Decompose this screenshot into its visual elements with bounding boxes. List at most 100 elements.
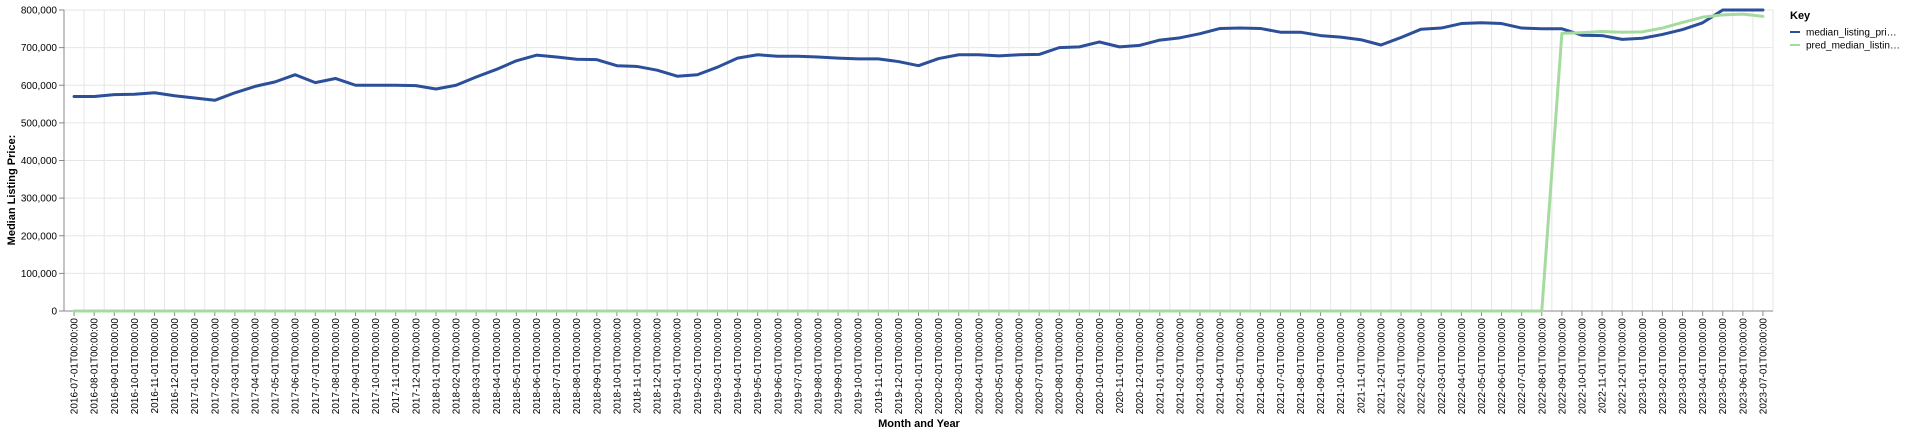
x-tick-label: 2021-02-01T00:00:00	[1175, 318, 1186, 415]
y-tick-label: 100,000	[21, 269, 58, 280]
x-tick-label: 2017-10-01T00:00:00	[371, 318, 382, 415]
grid	[63, 9, 1774, 312]
x-tick-label: 2019-08-01T00:00:00	[813, 318, 824, 415]
x-tick-label: 2017-08-01T00:00:00	[331, 318, 342, 415]
y-axis-title: Median Listing Price:	[6, 135, 18, 246]
x-tick-label: 2021-10-01T00:00:00	[1336, 318, 1347, 415]
x-tick-label: 2020-03-01T00:00:00	[954, 318, 965, 415]
x-tick-label: 2017-07-01T00:00:00	[311, 318, 322, 415]
x-tick-label: 2021-07-01T00:00:00	[1276, 318, 1287, 415]
x-tick-label: 2019-06-01T00:00:00	[773, 318, 784, 415]
y-tick-label: 800,000	[21, 6, 58, 17]
x-tick-label: 2021-11-01T00:00:00	[1356, 318, 1367, 414]
x-tick-label: 2022-09-01T00:00:00	[1557, 318, 1568, 415]
x-tick-label: 2018-12-01T00:00:00	[653, 318, 664, 415]
x-tick-label: 2019-11-01T00:00:00	[874, 318, 885, 414]
x-tick-label: 2021-12-01T00:00:00	[1376, 318, 1387, 415]
y-tick-label: 700,000	[21, 43, 58, 54]
x-tick-label: 2019-12-01T00:00:00	[894, 318, 905, 415]
x-tick-label: 2016-10-01T00:00:00	[130, 318, 141, 415]
x-tick-label: 2018-07-01T00:00:00	[552, 318, 563, 415]
x-tick-label: 2019-07-01T00:00:00	[793, 318, 804, 415]
x-tick-label: 2016-09-01T00:00:00	[110, 318, 121, 415]
y-tick-label: 600,000	[21, 81, 58, 92]
x-tick-label: 2021-05-01T00:00:00	[1236, 318, 1247, 415]
x-tick-label: 2022-10-01T00:00:00	[1577, 318, 1588, 415]
y-tick-label: 500,000	[21, 118, 58, 129]
x-tick-label: 2022-08-01T00:00:00	[1537, 318, 1548, 415]
x-tick-label: 2022-04-01T00:00:00	[1457, 318, 1468, 415]
x-tick-label: 2018-08-01T00:00:00	[572, 318, 583, 415]
x-tick-label: 2017-05-01T00:00:00	[271, 318, 282, 415]
x-tick-label: 2017-09-01T00:00:00	[351, 318, 362, 415]
x-tick-label: 2017-01-01T00:00:00	[190, 318, 201, 415]
legend: Key median_listing_pri… pred_median_listi…	[1790, 10, 1900, 52]
x-tick-label: 2023-01-01T00:00:00	[1638, 318, 1649, 415]
x-tick-label: 2016-08-01T00:00:00	[90, 318, 101, 415]
x-tick-label: 2017-03-01T00:00:00	[230, 318, 241, 415]
x-tick-label: 2018-11-01T00:00:00	[633, 318, 644, 414]
x-tick-label: 2022-01-01T00:00:00	[1397, 318, 1408, 415]
x-tick-label: 2019-01-01T00:00:00	[673, 318, 684, 415]
x-tick-label: 2017-04-01T00:00:00	[251, 318, 262, 415]
x-tick-label: 2022-02-01T00:00:00	[1417, 318, 1428, 415]
x-tick-label: 2022-11-01T00:00:00	[1598, 318, 1609, 414]
x-tick-label: 2018-10-01T00:00:00	[612, 318, 623, 415]
y-tick-label: 0	[51, 307, 57, 318]
x-axis-title: Month and Year	[878, 418, 960, 430]
x-tick-label: 2019-09-01T00:00:00	[834, 318, 845, 415]
x-tick-label: 2018-09-01T00:00:00	[592, 318, 603, 415]
x-tick-label: 2018-04-01T00:00:00	[492, 318, 503, 415]
x-tick-label: 2023-07-01T00:00:00	[1758, 318, 1769, 415]
x-tick-label: 2019-03-01T00:00:00	[713, 318, 724, 415]
x-tick-label: 2017-02-01T00:00:00	[210, 318, 221, 415]
x-tick-label: 2020-06-01T00:00:00	[1015, 318, 1026, 415]
y-tick-label: 200,000	[21, 231, 58, 242]
x-tick-label: 2018-01-01T00:00:00	[431, 318, 442, 415]
x-tick-label: 2016-12-01T00:00:00	[170, 318, 181, 415]
x-tick-label: 2022-03-01T00:00:00	[1437, 318, 1448, 415]
x-tick-label: 2020-01-01T00:00:00	[914, 318, 925, 415]
x-tick-label: 2022-06-01T00:00:00	[1497, 318, 1508, 415]
legend-label: median_listing_pri…	[1806, 28, 1897, 39]
x-tick-label: 2020-12-01T00:00:00	[1135, 318, 1146, 415]
x-tick-label: 2023-03-01T00:00:00	[1678, 318, 1689, 415]
x-tick-label: 2023-05-01T00:00:00	[1718, 318, 1729, 415]
x-tick-label: 2017-11-01T00:00:00	[391, 318, 402, 414]
x-tick-label: 2019-10-01T00:00:00	[854, 318, 865, 415]
series-line-2	[72, 12, 1765, 313]
x-tick-label: 2019-02-01T00:00:00	[693, 318, 704, 415]
x-tick-label: 2020-02-01T00:00:00	[934, 318, 945, 415]
x-tick-label: 2020-10-01T00:00:00	[1095, 318, 1106, 415]
x-tick-label: 2021-06-01T00:00:00	[1256, 318, 1267, 415]
x-tick-label: 2021-03-01T00:00:00	[1195, 318, 1206, 415]
y-tick-label: 400,000	[21, 156, 58, 167]
x-tick-label: 2021-09-01T00:00:00	[1316, 318, 1327, 415]
x-tick-label: 2022-05-01T00:00:00	[1477, 318, 1488, 415]
x-tick-label: 2019-04-01T00:00:00	[733, 318, 744, 415]
x-tick-label: 2023-02-01T00:00:00	[1658, 318, 1669, 415]
x-tick-label: 2022-07-01T00:00:00	[1517, 318, 1528, 415]
legend-title: Key	[1790, 10, 1811, 22]
x-tick-label: 2022-12-01T00:00:00	[1618, 318, 1629, 415]
x-tick-label: 2021-01-01T00:00:00	[1155, 318, 1166, 415]
x-tick-label: 2018-02-01T00:00:00	[452, 318, 463, 415]
x-tick-label: 2016-07-01T00:00:00	[70, 318, 81, 415]
x-tick-label: 2017-12-01T00:00:00	[411, 318, 422, 415]
x-tick-label: 2018-06-01T00:00:00	[532, 318, 543, 415]
y-axis: 0 100,000 200,000 300,000 400,000 500,000 600,…	[21, 6, 65, 318]
x-tick-label: 2018-05-01T00:00:00	[512, 318, 523, 415]
x-axis: 2016-07-01T00:00:00 2016-08-01T00:00:00 20…	[64, 310, 1773, 415]
legend-label: pred_median_listin…	[1806, 41, 1900, 52]
x-tick-label: 2016-11-01T00:00:00	[150, 318, 161, 414]
y-tick-label: 300,000	[21, 194, 58, 205]
x-tick-label: 2021-08-01T00:00:00	[1296, 318, 1307, 415]
x-tick-label: 2020-07-01T00:00:00	[1035, 318, 1046, 415]
x-tick-label: 2020-09-01T00:00:00	[1075, 318, 1086, 415]
x-tick-label: 2021-04-01T00:00:00	[1216, 318, 1227, 415]
series-lines	[72, 8, 1765, 313]
x-tick-label: 2023-06-01T00:00:00	[1738, 318, 1749, 415]
x-tick-label: 2020-11-01T00:00:00	[1115, 318, 1126, 414]
x-tick-label: 2020-05-01T00:00:00	[994, 318, 1005, 415]
